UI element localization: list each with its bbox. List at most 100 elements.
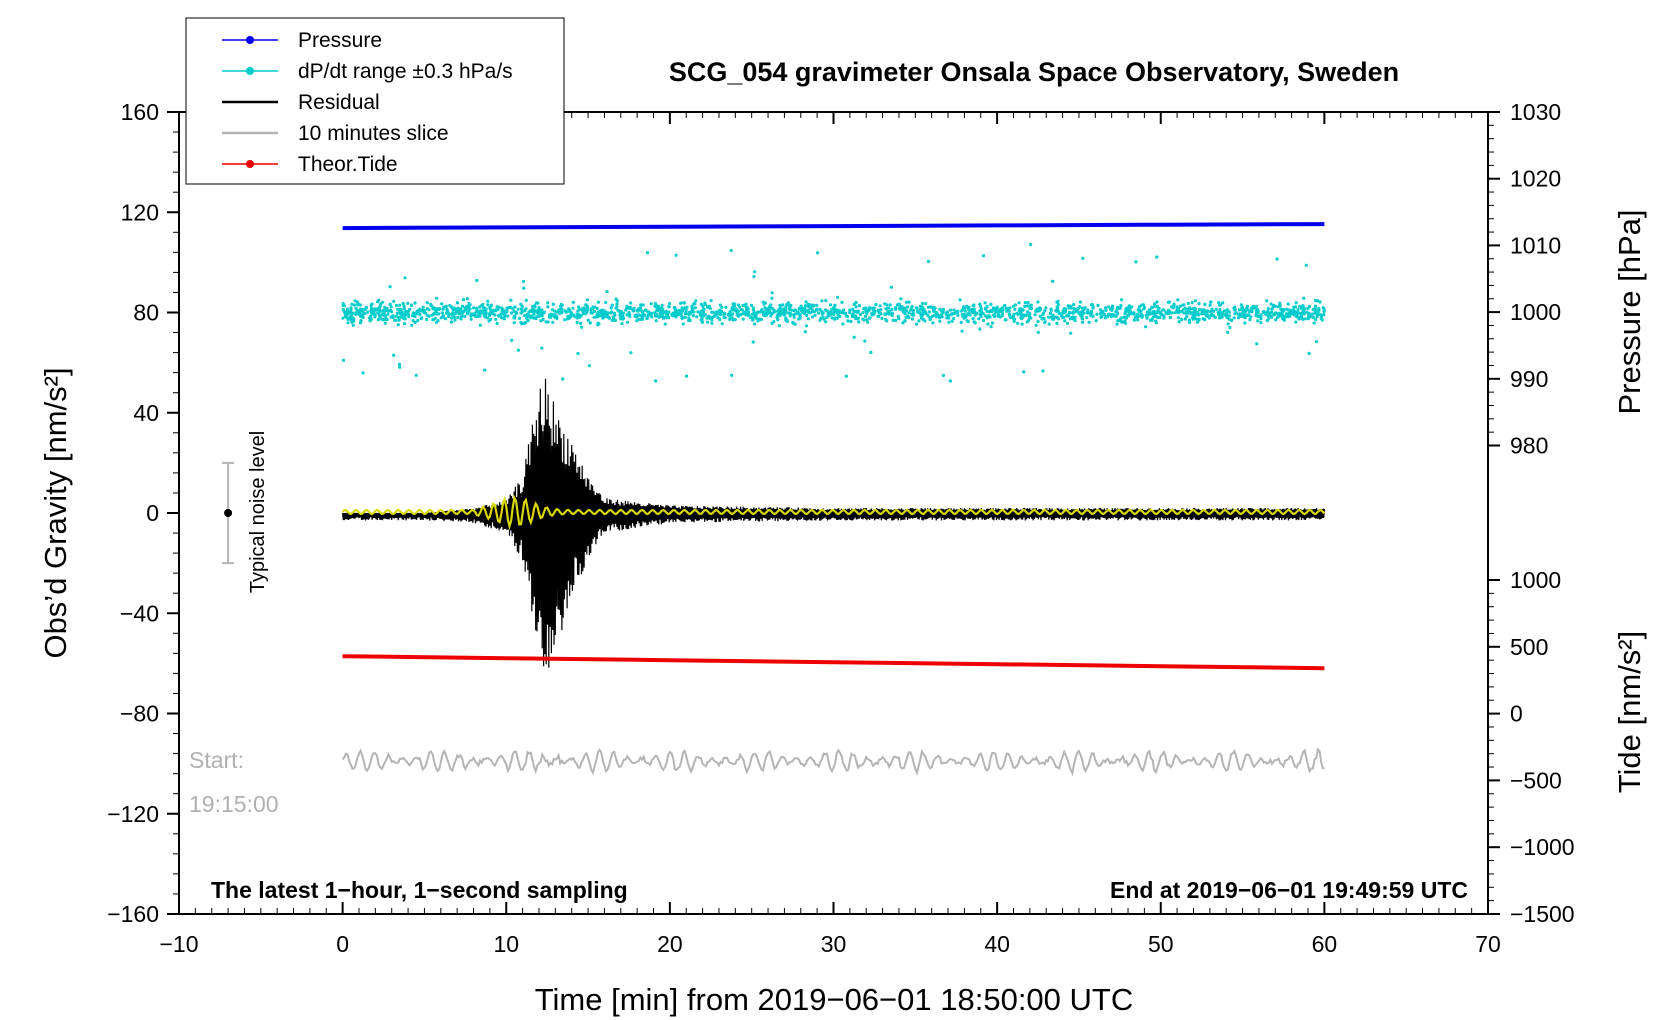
dpdt-point (541, 317, 545, 321)
dpdt-point (610, 318, 614, 323)
dpdt-point (999, 310, 1003, 314)
y-left-tick-label: 40 (133, 400, 159, 426)
dpdt-point (1140, 315, 1144, 319)
dpdt-point (1301, 317, 1305, 321)
dpdt-point (569, 315, 573, 319)
dpdt-point (1302, 312, 1306, 316)
dpdt-point (901, 321, 905, 325)
dpdt-point (1316, 299, 1320, 303)
dpdt-point (1209, 300, 1213, 304)
dpdt-point (1159, 312, 1163, 316)
dpdt-point (604, 300, 608, 305)
dpdt-point (479, 304, 483, 308)
dpdt-point (1063, 319, 1067, 323)
dpdt-point (577, 308, 581, 312)
dpdt-point (418, 307, 422, 311)
dpdt-point (1210, 307, 1214, 311)
dpdt-point (1216, 313, 1221, 317)
x-tick-label: 10 (493, 931, 519, 957)
dpdt-point (392, 353, 396, 357)
dpdt-point (603, 309, 607, 313)
dpdt-point (979, 309, 984, 314)
dpdt-point (722, 315, 726, 319)
dpdt-point (1019, 311, 1023, 315)
dpdt-point (1063, 310, 1067, 315)
dpdt-point (628, 305, 633, 309)
dpdt-point (836, 313, 840, 317)
dpdt-point (973, 310, 977, 314)
dpdt-point (759, 317, 764, 321)
dpdt-point (1303, 307, 1307, 311)
dpdt-point (904, 300, 909, 304)
dpdt-point (625, 305, 630, 309)
dpdt-point (1307, 351, 1311, 355)
dpdt-point (718, 308, 722, 312)
dpdt-point (349, 306, 353, 310)
dpdt-point (520, 322, 524, 326)
dpdt-point (963, 316, 967, 320)
dpdt-point (1111, 312, 1115, 317)
dpdt-point (1104, 314, 1108, 318)
dpdt-point (691, 314, 696, 318)
dpdt-point (495, 305, 499, 309)
dpdt-point (465, 297, 469, 301)
pressure-tick-label: 1000 (1510, 299, 1561, 325)
tide-tick-label: −500 (1510, 767, 1562, 793)
dpdt-point (830, 316, 834, 320)
dpdt-point (1195, 317, 1199, 321)
pressure-line (342, 222, 1325, 231)
dpdt-point (660, 314, 664, 318)
dpdt-point (553, 315, 557, 319)
dpdt-point (689, 310, 693, 314)
dpdt-point (591, 306, 595, 311)
dpdt-point (414, 373, 418, 377)
dpdt-point (1069, 331, 1073, 335)
dpdt-point (628, 312, 632, 316)
dpdt-point (361, 315, 365, 320)
dpdt-point (1047, 315, 1051, 319)
dpdt-point (862, 318, 866, 322)
dpdt-point (1127, 308, 1131, 312)
dpdt-point (886, 312, 890, 316)
dpdt-point (385, 318, 389, 322)
dpdt-point (694, 299, 698, 303)
dpdt-point (749, 303, 754, 307)
dpdt-point (1002, 304, 1007, 308)
dpdt-point (866, 309, 870, 313)
dpdt-point (1202, 312, 1206, 316)
dpdt-point (1285, 315, 1289, 319)
dpdt-point (867, 306, 871, 310)
dpdt-point (1232, 307, 1236, 311)
dpdt-point (1314, 309, 1318, 313)
dpdt-point (680, 306, 684, 310)
dpdt-point (890, 307, 894, 311)
tide-tick-label: 1000 (1510, 567, 1561, 593)
dpdt-point (450, 313, 454, 317)
dpdt-point (1254, 308, 1258, 313)
dpdt-point (880, 316, 884, 320)
dpdt-point (1306, 306, 1310, 310)
legend-label: Pressure (298, 29, 382, 52)
pressure-tick-label: 1010 (1510, 232, 1561, 258)
dpdt-point (1047, 322, 1051, 326)
residual-series (342, 378, 1325, 668)
dpdt-point (396, 307, 400, 311)
dpdt-point (732, 304, 736, 308)
y-axis-title-pressure: Pressure [hPa] (1612, 209, 1647, 414)
dpdt-point (502, 317, 506, 321)
dpdt-point (1067, 314, 1071, 318)
dpdt-point (770, 306, 774, 310)
dpdt-point (581, 309, 585, 313)
dpdt-point (1314, 340, 1319, 344)
dpdt-point (1125, 316, 1129, 320)
dpdt-point (653, 311, 657, 315)
dpdt-point (456, 315, 460, 320)
dpdt-point (596, 311, 600, 315)
dpdt-point (1003, 318, 1007, 322)
dpdt-point (1201, 317, 1205, 321)
dpdt-point (425, 317, 429, 322)
dpdt-point (399, 307, 403, 311)
dpdt-point (1089, 303, 1094, 307)
dpdt-point (1173, 311, 1177, 315)
dpdt-point (1073, 319, 1077, 323)
